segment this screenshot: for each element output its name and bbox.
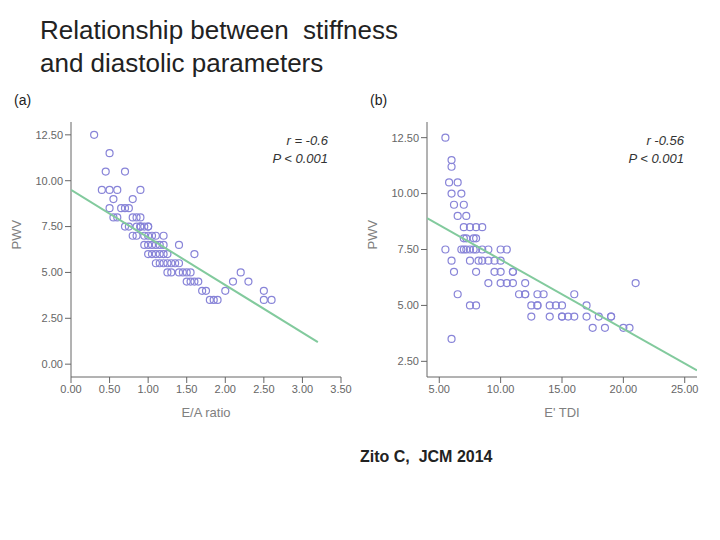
svg-text:2.00: 2.00 [215, 383, 236, 395]
svg-text:0.00: 0.00 [60, 383, 81, 395]
html-text:and diastolic parameters: and diastolic parameters [40, 47, 324, 78]
svg-text:2.50: 2.50 [398, 355, 419, 367]
svg-text:3.50: 3.50 [330, 383, 351, 395]
svg-text:E/A ratio: E/A ratio [181, 405, 230, 420]
svg-text:PWV: PWV [9, 220, 24, 250]
svg-text:5.00: 5.00 [429, 383, 450, 395]
svg-text:2.50: 2.50 [253, 383, 274, 395]
svg-text:12.50: 12.50 [391, 132, 419, 144]
svg-text:10.00: 10.00 [487, 383, 515, 395]
svg-text:12.50: 12.50 [35, 129, 63, 141]
html-text:(b): (b) [370, 92, 388, 108]
html-text:P < 0.001: P < 0.001 [628, 151, 684, 167]
svg-text:0.50: 0.50 [99, 383, 120, 395]
svg-text:15.00: 15.00 [548, 383, 576, 395]
svg-text:0.00: 0.00 [42, 358, 63, 370]
svg-text:20.00: 20.00 [610, 383, 638, 395]
svg-text:1.50: 1.50 [176, 383, 197, 395]
svg-text:5.00: 5.00 [398, 299, 419, 311]
html-text:Relationship between stiffness: Relationship between stiffness [40, 15, 398, 45]
svg-text:E' TDI: E' TDI [544, 405, 579, 420]
svg-text:25.00: 25.00 [671, 383, 699, 395]
svg-text:10.00: 10.00 [35, 175, 63, 187]
svg-text:5.00: 5.00 [42, 266, 63, 278]
svg-text:10.00: 10.00 [391, 187, 419, 199]
svg-text:PWV: PWV [365, 220, 380, 250]
html-text:(a): (a) [14, 92, 32, 108]
svg-text:2.50: 2.50 [42, 312, 63, 324]
html-text:r = -0.6: r = -0.6 [286, 133, 328, 148]
svg-text:3.00: 3.00 [292, 383, 313, 395]
svg-text:7.50: 7.50 [42, 220, 63, 232]
html-text:P < 0.001: P < 0.001 [272, 151, 328, 167]
html-text:Zito C, JCM 2014: Zito C, JCM 2014 [360, 448, 493, 465]
svg-text:1.00: 1.00 [137, 383, 158, 395]
html-text:r -0.56: r -0.56 [646, 133, 684, 148]
svg-text:7.50: 7.50 [398, 243, 419, 255]
